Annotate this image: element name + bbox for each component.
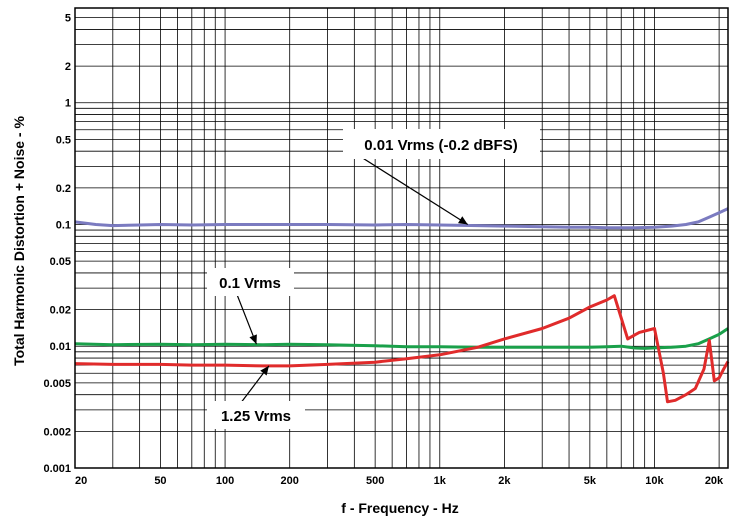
annotation-box	[207, 401, 305, 429]
annotation-leader	[349, 149, 469, 226]
annotation-box	[343, 129, 540, 159]
y-tick-label: 2	[65, 61, 71, 73]
plot-frame	[74, 7, 729, 469]
y-tick-label: 0.1	[56, 219, 71, 231]
y-tick-label: 0.001	[43, 463, 71, 475]
annotations: 0.01 Vrms (-0.2 dBFS) 0.1 Vrms 1.25 Vrms	[207, 129, 540, 429]
y-tick-label: 0.2	[56, 183, 71, 195]
x-axis-label: f - Frequency - Hz	[341, 500, 458, 516]
y-tick-label: 0.002	[43, 426, 71, 438]
annotation-box	[207, 268, 294, 296]
x-tick-label: 5k	[584, 475, 597, 487]
series-lines	[74, 207, 730, 404]
y-tick-label: 1	[65, 98, 71, 110]
annotation-label: 0.01 Vrms (-0.2 dBFS)	[364, 137, 517, 154]
y-tick-label: 5	[65, 13, 71, 25]
annotation-arrowhead	[260, 365, 269, 376]
y-tick-label: 0.05	[50, 256, 71, 268]
x-tick-labels: 20 50 100 200 500 1k 2k 5k 10k 20k	[75, 475, 724, 487]
x-tick-label: 1k	[434, 475, 447, 487]
annotation-leader	[235, 291, 258, 345]
x-tick-label: 10k	[645, 475, 664, 487]
series-line-1	[74, 207, 729, 230]
y-tick-label: 0.01	[50, 341, 71, 353]
x-tick-label: 200	[281, 475, 299, 487]
annotation-label: 0.1 Vrms	[219, 275, 281, 292]
series-line-2	[74, 327, 729, 350]
y-tick-labels: 0.001 0.002 0.005 0.01 0.02 0.05 0.1 0.2 0.5 1 2 5	[43, 13, 71, 475]
y-tick-label: 0.02	[50, 305, 71, 317]
grid	[75, 8, 728, 468]
annotation-label: 1.25 Vrms	[221, 408, 291, 425]
x-tick-label: 50	[154, 475, 166, 487]
x-tick-label: 100	[216, 475, 234, 487]
y-tick-label: 0.5	[56, 134, 71, 146]
y-tick-label: 0.005	[43, 378, 71, 390]
x-tick-label: 20	[75, 475, 87, 487]
x-tick-label: 500	[366, 475, 384, 487]
y-axis-label: Total Harmonic Distortion + Noise - %	[11, 116, 27, 366]
annotation-arrowhead	[458, 216, 468, 225]
x-tick-label: 20k	[705, 475, 724, 487]
annotation-arrowhead	[249, 334, 257, 345]
series-line-3	[74, 294, 730, 404]
x-tick-label: 2k	[498, 475, 511, 487]
